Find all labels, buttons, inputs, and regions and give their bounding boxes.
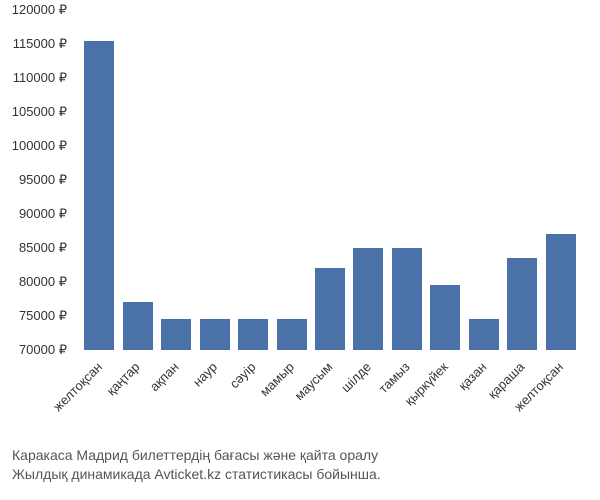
bar [315,268,345,350]
caption-line-1: Каракаса Мадрид билеттердің бағасы және … [12,446,588,466]
y-tick-label: 85000 ₽ [19,240,67,256]
bar [546,234,576,350]
x-tick-label: мамыр [257,359,297,399]
x-tick-label: наур [190,359,220,389]
bars-container [80,10,580,350]
x-axis: желтоқсанқаңтарақпаннаурсәуірмамырмаусым… [80,355,580,445]
chart-caption: Каракаса Мадрид билеттердің бағасы және … [12,446,588,485]
x-tick-label: маусым [291,359,335,403]
y-tick-label: 105000 ₽ [12,104,67,120]
x-tick-label: сәуір [226,359,258,391]
bar [353,248,383,350]
x-tick-label: желтоқсан [50,359,105,414]
x-tick-label: тамыз [375,359,412,396]
caption-line-2: Жылдық динамикада Avticket.kz статистика… [12,465,588,485]
bar [469,319,499,350]
x-tick-label: шілде [338,359,374,395]
y-tick-label: 80000 ₽ [19,274,67,290]
chart-plot-area [80,10,580,350]
y-tick-label: 120000 ₽ [12,2,67,18]
y-tick-label: 100000 ₽ [12,138,67,154]
bar [507,258,537,350]
y-axis: 70000 ₽75000 ₽80000 ₽85000 ₽90000 ₽95000… [0,10,75,350]
x-tick-label: қаңтар [104,359,143,398]
y-tick-label: 90000 ₽ [19,206,67,222]
bar [430,285,460,350]
y-tick-label: 115000 ₽ [13,36,67,52]
bar [392,248,422,350]
y-tick-label: 70000 ₽ [19,342,67,358]
bar [123,302,153,350]
bar [161,319,191,350]
x-tick-label: ақпан [147,359,182,394]
bar [84,41,114,350]
bar [277,319,307,350]
y-tick-label: 95000 ₽ [19,172,67,188]
bar [238,319,268,350]
bar [200,319,230,350]
y-tick-label: 75000 ₽ [19,308,67,324]
x-tick-label: қазан [455,359,489,393]
y-tick-label: 110000 ₽ [13,70,67,86]
